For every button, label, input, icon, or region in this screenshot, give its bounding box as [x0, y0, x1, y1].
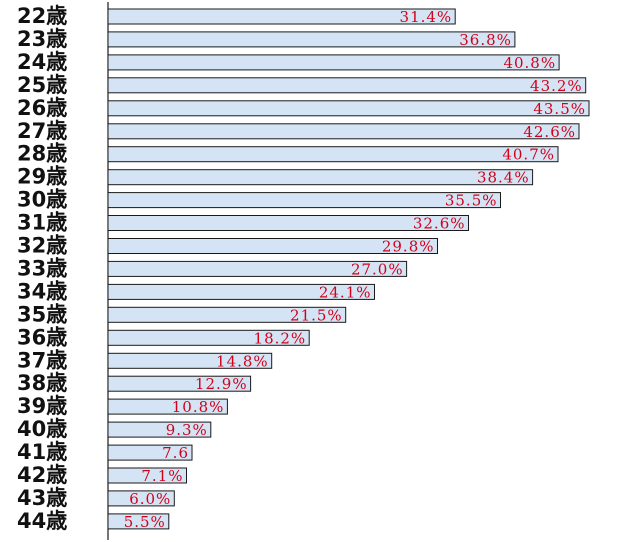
- bar-32歳: [107, 238, 438, 254]
- data-label: 27.0%: [351, 260, 404, 278]
- category-label: 23歳: [17, 27, 67, 51]
- category-label: 40歳: [17, 417, 67, 441]
- bar-34歳: [107, 283, 375, 300]
- category-label: 30歳: [17, 188, 67, 212]
- bar-30歳: [107, 192, 501, 209]
- data-label: 10.8%: [172, 398, 225, 416]
- category-label: 26歳: [17, 96, 67, 120]
- bar-33歳: [107, 260, 408, 277]
- bar-43歳: [107, 490, 175, 507]
- bar-29歳: [107, 169, 534, 186]
- bar-27歳: [107, 123, 580, 140]
- category-label: 41歳: [17, 440, 67, 464]
- data-label: 36.8%: [459, 31, 512, 49]
- bar-42歳: [107, 467, 187, 484]
- bars-group: [107, 8, 590, 530]
- category-label: 28歳: [17, 142, 67, 166]
- data-label: 6.0%: [129, 490, 171, 508]
- data-label: 9.3%: [166, 421, 208, 439]
- bar-23歳: [107, 31, 516, 48]
- bar-24歳: [107, 54, 560, 71]
- data-label: 18.2%: [254, 329, 307, 347]
- category-label: 43歳: [17, 486, 67, 510]
- data-label: 24.1%: [319, 283, 372, 301]
- category-label: 34歳: [17, 279, 67, 303]
- category-labels-group: 22歳23歳24歳25歳26歳27歳28歳29歳30歳31歳32歳33歳34歳3…: [17, 4, 67, 533]
- data-label: 43.2%: [530, 77, 583, 95]
- bar-41歳: [107, 444, 193, 461]
- bar-40歳: [107, 421, 212, 438]
- category-label: 29歳: [17, 165, 67, 189]
- category-label: 44歳: [17, 509, 67, 533]
- data-label: 7.1%: [141, 467, 183, 485]
- data-label: 38.4%: [477, 169, 530, 187]
- data-label: 29.8%: [382, 238, 435, 256]
- category-label: 42歳: [17, 463, 67, 487]
- data-label: 7.6: [162, 444, 189, 462]
- category-label: 32歳: [17, 234, 67, 258]
- category-label: 24歳: [17, 50, 67, 74]
- category-label: 27歳: [17, 119, 67, 143]
- bar-36歳: [107, 329, 310, 346]
- data-label: 40.8%: [503, 54, 556, 72]
- data-labels-group: 31.4% 36.8% 40.8% 43.2% 43.5% 42.6% 40.7% 38.4%…: [124, 8, 586, 531]
- bar-39歳: [107, 398, 228, 415]
- data-label: 42.6%: [523, 123, 576, 141]
- bar-44歳: [107, 513, 170, 530]
- bar-22歳: [107, 8, 456, 25]
- category-label: 22歳: [17, 4, 67, 28]
- category-label: 25歳: [17, 73, 67, 97]
- data-label: 43.5%: [533, 100, 586, 118]
- bar-25歳: [107, 77, 587, 94]
- category-label: 31歳: [17, 211, 67, 235]
- data-label: 14.8%: [216, 352, 269, 370]
- data-label: 40.7%: [502, 146, 555, 164]
- category-label: 36歳: [17, 325, 67, 349]
- data-label: 21.5%: [290, 306, 343, 324]
- category-label: 33歳: [17, 256, 67, 280]
- category-label: 35歳: [17, 302, 67, 326]
- data-label: 32.6%: [413, 215, 466, 233]
- bar-28歳: [107, 146, 559, 163]
- data-label: 31.4%: [400, 8, 453, 26]
- category-label: 38歳: [17, 371, 67, 395]
- category-label: 39歳: [17, 394, 67, 418]
- data-label: 12.9%: [195, 375, 248, 393]
- category-label: 37歳: [17, 348, 67, 372]
- bar-35歳: [107, 306, 347, 323]
- bar-37歳: [107, 352, 273, 369]
- bar-31歳: [107, 215, 469, 231]
- data-label: 35.5%: [445, 192, 498, 210]
- bar-26歳: [107, 100, 590, 117]
- bar-38歳: [107, 375, 252, 392]
- data-label: 5.5%: [124, 513, 166, 531]
